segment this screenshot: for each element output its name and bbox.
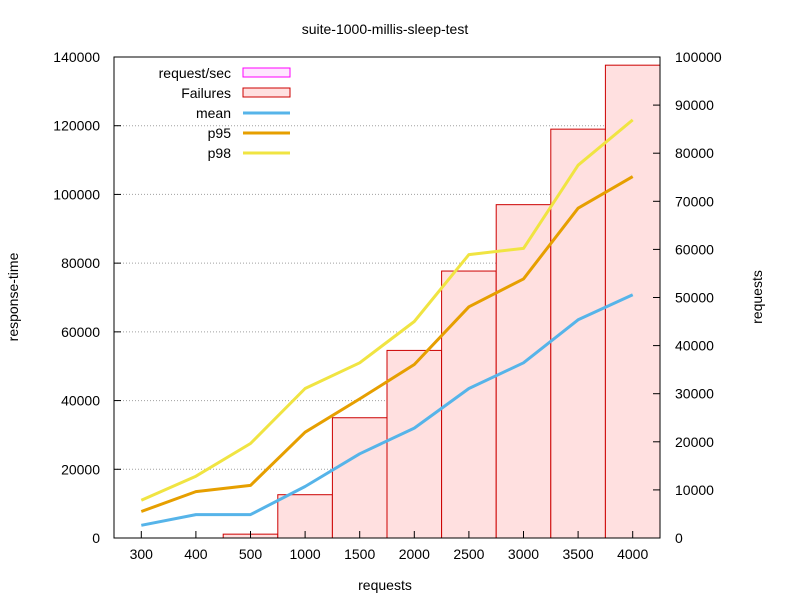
x-tick-label: 400 <box>184 546 208 562</box>
x-tick-label: 1500 <box>344 546 375 562</box>
y-tick-label: 100000 <box>53 186 100 202</box>
x-tick-label: 3500 <box>563 546 594 562</box>
y-tick-label: 20000 <box>61 461 100 477</box>
x-tick-label: 2500 <box>453 546 484 562</box>
y-tick-label: 60000 <box>61 324 100 340</box>
x-axis-ticks: 300 400 500 1000 1500 2000 2500 3000 3500 4000 <box>130 531 648 562</box>
y2-axis-label: requests <box>749 270 765 324</box>
y-tick-label: 80000 <box>61 255 100 271</box>
legend-swatch-failures <box>242 87 291 98</box>
bar-failures <box>331 417 388 539</box>
series-lines <box>140 118 634 527</box>
x-axis-label: requests <box>358 577 412 593</box>
y2-tick-label: 100000 <box>675 49 722 65</box>
bars <box>222 64 661 539</box>
legend-label-p98: p98 <box>208 145 232 161</box>
legend: request/sec Failures mean p95 p98 <box>159 65 291 161</box>
y-tick-label: 0 <box>92 530 100 546</box>
series-line-mean <box>141 293 634 527</box>
legend-swatch-request-sec <box>242 67 291 78</box>
y2-tick-label: 0 <box>675 530 683 546</box>
x-tick-label: 2000 <box>399 546 430 562</box>
x-tick-label: 3000 <box>508 546 539 562</box>
y2-tick-label: 90000 <box>675 97 714 113</box>
y-axis-ticks: 0 20000 40000 60000 80000 100000 120000 140000 <box>53 49 121 546</box>
legend-label-p95: p95 <box>208 125 232 141</box>
bar-failures <box>277 494 333 539</box>
legend-label-request-sec: request/sec <box>159 65 231 81</box>
y2-tick-label: 20000 <box>675 434 714 450</box>
x-tick-label: 4000 <box>617 546 648 562</box>
y2-tick-label: 80000 <box>675 145 714 161</box>
bar-failures <box>441 270 497 539</box>
series-line-p95 <box>140 175 634 513</box>
y-tick-label: 140000 <box>53 49 100 65</box>
legend-label-mean: mean <box>196 105 231 121</box>
y2-tick-label: 60000 <box>675 241 714 257</box>
x-tick-label: 300 <box>130 546 154 562</box>
x-tick-label: 500 <box>239 546 263 562</box>
y-tick-label: 40000 <box>61 393 100 409</box>
y2-tick-label: 50000 <box>675 290 714 306</box>
y2-tick-label: 70000 <box>675 193 714 209</box>
chart-title: suite-1000-millis-sleep-test <box>302 21 469 37</box>
y-tick-label: 120000 <box>53 118 100 134</box>
legend-label-failures: Failures <box>181 85 231 101</box>
y2-tick-label: 10000 <box>675 482 714 498</box>
series-line-p98 <box>140 118 634 502</box>
y2-tick-label: 40000 <box>675 338 714 354</box>
y2-tick-label: 30000 <box>675 386 714 402</box>
y2-axis-ticks: 0 10000 20000 30000 40000 50000 60000 70000 8000… <box>653 49 722 546</box>
x-tick-label: 1000 <box>290 546 321 562</box>
bar-failures <box>386 349 443 539</box>
y-axis-label: response-time <box>5 252 21 341</box>
